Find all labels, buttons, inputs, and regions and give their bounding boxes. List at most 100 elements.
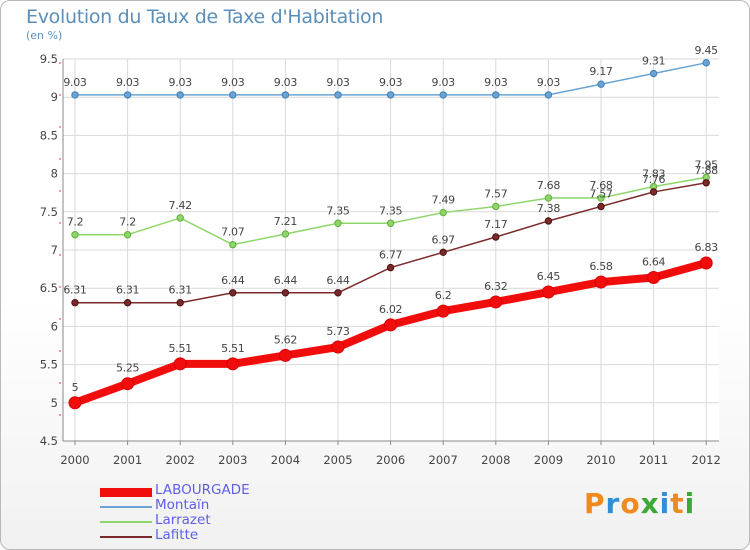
legend-label: Montaïn [155,497,210,513]
data-point-labourgade [384,318,398,332]
data-label-labourgade: 6.64 [642,256,666,269]
x-tick-label: 2008 [481,453,510,467]
data-point-lafitte [386,263,395,272]
y-tick-label: 7.5 [40,205,58,219]
y-tick-label: 5.5 [40,358,58,372]
data-label-montai-n: 9.03 [484,76,508,89]
data-label-lafitte: 7.38 [537,202,561,215]
data-point-montai-n [71,91,79,99]
data-point-labourgade [68,396,82,410]
data-point-larrazet [544,194,553,202]
data-label-labourgade: 6.2 [435,289,452,302]
data-point-labourgade [226,357,240,371]
data-point-montai-n [439,91,447,99]
data-label-montai-n: 9.45 [695,44,719,57]
data-label-montai-n: 9.03 [379,76,403,89]
data-point-lafitte [229,289,237,297]
data-label-larrazet: 7.2 [119,216,136,229]
data-label-lafitte: 7.57 [589,187,613,200]
x-tick-label: 2003 [218,453,247,467]
data-label-lafitte: 6.44 [326,274,350,287]
data-point-larrazet [71,231,79,239]
data-point-montai-n [386,91,395,99]
x-tick-label: 2007 [429,453,458,467]
data-point-lafitte [334,289,342,297]
legend-swatch [100,536,152,538]
data-point-montai-n [649,69,658,78]
data-label-larrazet: 7.2 [67,216,84,229]
y-tick-label: 5 [51,396,58,410]
legend-swatch [100,487,152,497]
data-label-larrazet: 7.21 [274,215,297,228]
data-point-larrazet [334,219,342,227]
y-tick-label: 6.5 [40,281,58,295]
x-tick-label: 2006 [376,453,405,467]
data-point-labourgade [436,304,450,318]
data-label-montai-n: 9.03 [274,76,298,89]
x-tick-label: 2009 [534,453,563,467]
legend-label: LABOURGADE [155,482,250,498]
data-point-lafitte [702,179,710,187]
chart-title: Evolution du Taux de Taxe d'Habitation [26,6,384,28]
data-label-labourgade: 5.51 [221,342,244,355]
legend-label: Lafitte [155,527,199,543]
data-label-larrazet: 7.07 [221,226,245,239]
data-label-lafitte: 6.31 [169,284,192,297]
data-point-montai-n [176,91,184,99]
data-point-labourgade [594,275,608,289]
data-point-montai-n [544,91,553,99]
logo-letter: o [620,487,641,520]
data-label-labourgade: 5 [72,381,79,394]
logo-letter: i [659,487,671,520]
data-point-labourgade [331,340,345,354]
data-label-lafitte: 6.97 [432,233,456,246]
data-point-lafitte [281,289,290,297]
x-tick-label: 2000 [60,453,89,467]
data-point-lafitte [544,217,553,225]
data-point-larrazet [123,231,132,239]
data-point-montai-n [702,59,710,67]
x-tick-label: 2004 [271,453,300,467]
data-point-lafitte [492,233,500,241]
logo-letter: P [584,487,606,520]
data-point-montai-n [229,91,237,99]
data-label-montai-n: 9.03 [221,76,245,89]
y-tick-label: 8.5 [40,128,58,142]
x-tick-label: 2010 [586,453,615,467]
data-point-labourgade [489,295,503,309]
y-tick-label: 9 [51,90,58,104]
data-label-larrazet: 7.57 [484,187,508,200]
data-label-lafitte: 6.77 [379,249,403,262]
data-label-lafitte: 6.31 [116,284,139,297]
data-label-larrazet: 7.35 [326,204,350,217]
data-label-lafitte: 7.76 [642,173,666,186]
data-label-larrazet: 7.68 [537,179,561,192]
data-point-larrazet [386,219,395,227]
data-point-montai-n [334,91,342,99]
data-point-montai-n [123,91,132,99]
data-point-montai-n [281,91,290,99]
y-tick-label: 9.5 [40,52,58,66]
logo-letter: i [684,487,696,520]
data-point-lafitte [71,299,79,307]
data-label-labourgade: 6.32 [484,280,507,293]
data-point-lafitte [597,202,605,211]
data-label-lafitte: 6.44 [274,274,298,287]
data-label-larrazet: 7.35 [379,204,403,217]
data-point-lafitte [123,299,132,307]
data-label-larrazet: 7.42 [169,199,192,212]
data-label-labourgade: 6.58 [589,260,613,273]
data-label-larrazet: 7.83 [642,168,666,181]
legend-swatch [100,521,152,523]
data-point-lafitte [439,248,447,256]
y-tick-label: 8 [51,167,58,181]
y-tick-label: 6 [51,319,58,333]
logo-letter: r [605,487,621,520]
x-tick-label: 2012 [692,453,721,467]
x-tick-label: 2001 [113,453,142,467]
data-label-lafitte: 6.44 [221,274,245,287]
x-tick-label: 2002 [166,453,195,467]
data-label-montai-n: 9.03 [116,76,140,89]
data-point-labourgade [278,348,292,362]
